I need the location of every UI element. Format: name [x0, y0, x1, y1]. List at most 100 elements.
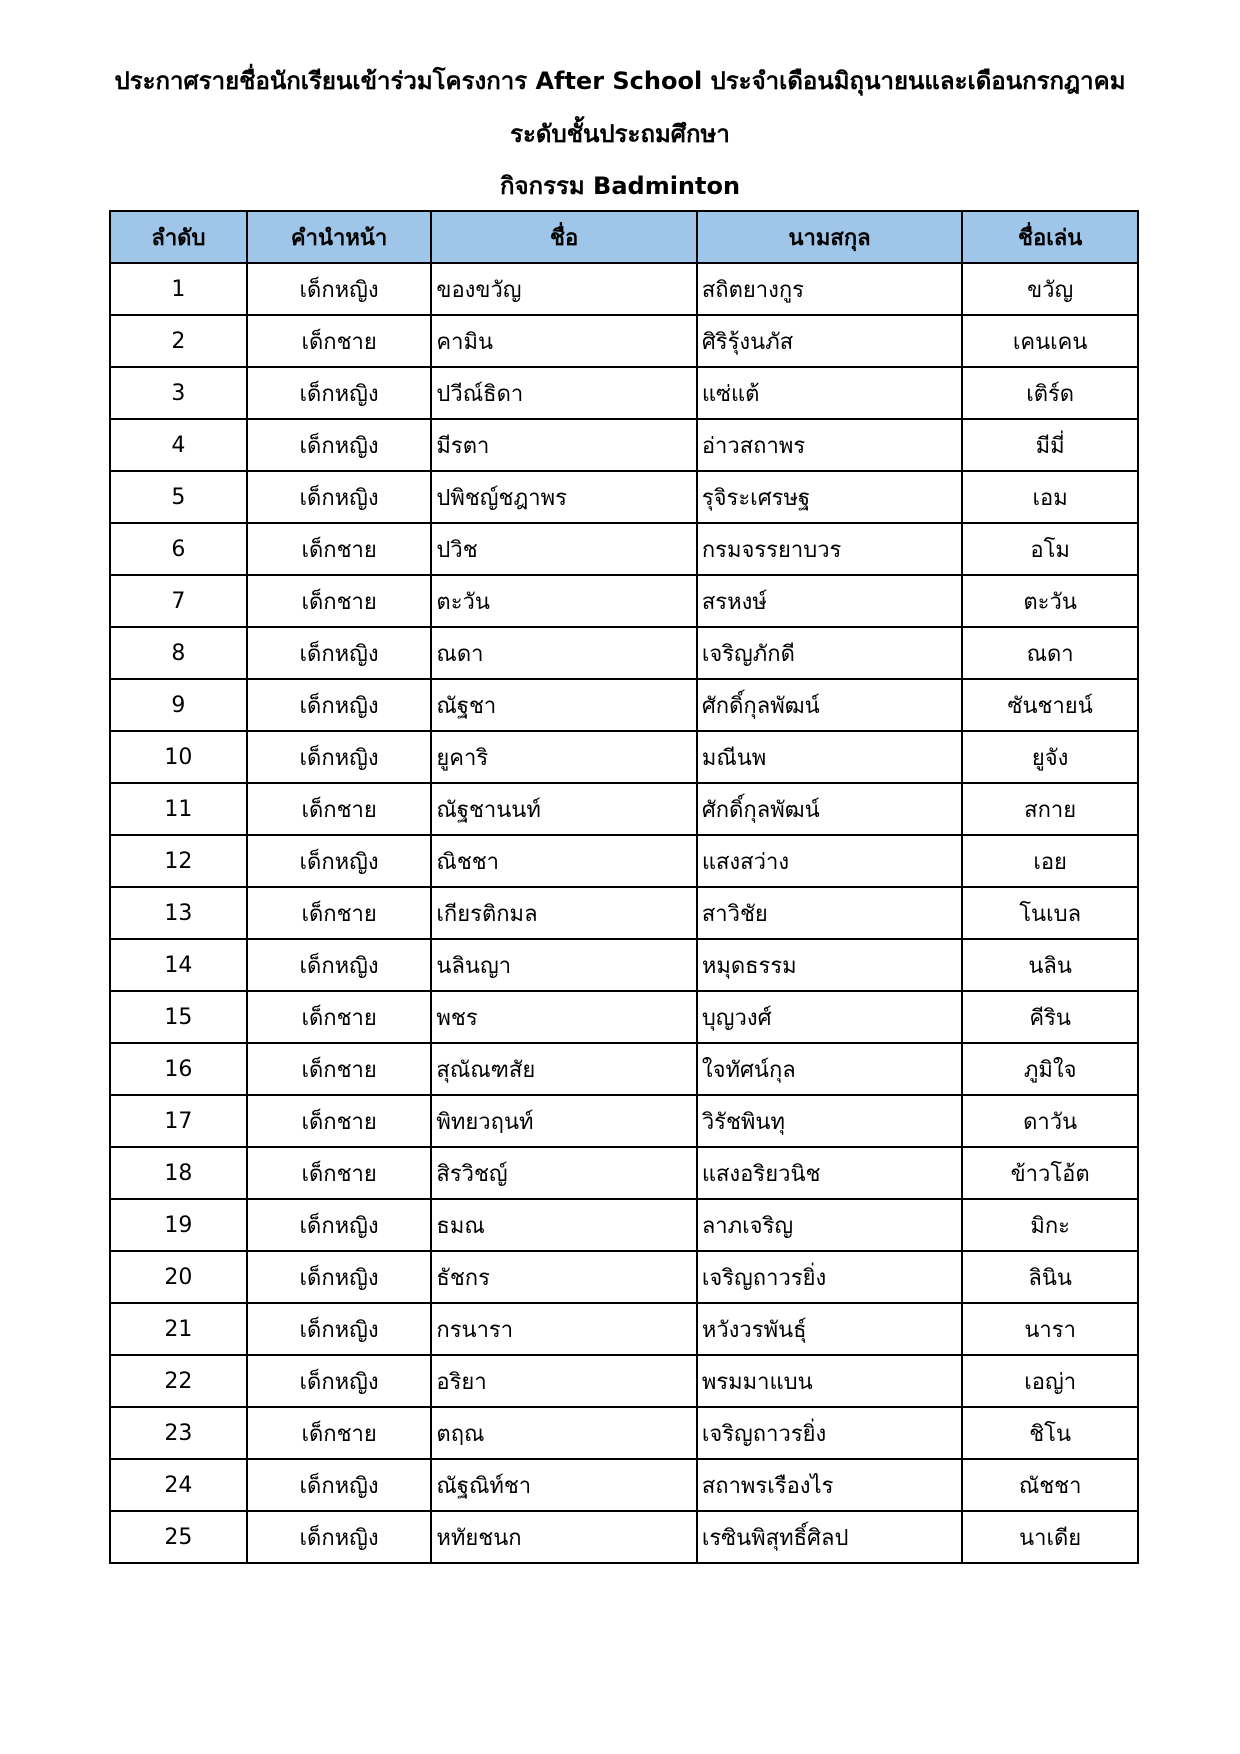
- cell-nickname: เคนเคน: [961, 314, 1139, 368]
- header-last-name: นามสกุล: [695, 210, 964, 264]
- table-row: 9 เด็กหญิง ณัฐชา ศักดิ์กุลพัฒน์ ซันชายน์: [109, 678, 1139, 732]
- cell-prefix: เด็กหญิง: [245, 1250, 433, 1304]
- cell-first-name: พชร: [430, 990, 698, 1044]
- cell-prefix: เด็กชาย: [245, 782, 433, 836]
- cell-first-name: ยูคาริ: [430, 730, 698, 784]
- cell-last-name: วิรัชพินทุ: [695, 1094, 964, 1148]
- cell-prefix: เด็กชาย: [245, 1042, 433, 1096]
- cell-prefix: เด็กชาย: [245, 314, 433, 368]
- cell-nickname: โนเบล: [961, 886, 1139, 940]
- header-nickname: ชื่อเล่น: [961, 210, 1139, 264]
- cell-first-name: ตฤณ: [430, 1406, 698, 1460]
- cell-nickname: ข้าวโอ้ต: [961, 1146, 1139, 1200]
- table-row: 13 เด็กชาย เกียรติกมล สาวิชัย โนเบล: [109, 886, 1139, 940]
- cell-last-name: รุจิระเศรษฐ: [695, 470, 964, 524]
- cell-last-name: สรหงษ์: [695, 574, 964, 628]
- table-row: 3 เด็กหญิง ปวีณ์ธิดา แซ่แต้ เติร์ด: [109, 366, 1139, 420]
- cell-nickname: มีมี่: [961, 418, 1139, 472]
- cell-first-name: ณัฐชานนท์: [430, 782, 698, 836]
- cell-prefix: เด็กชาย: [245, 1094, 433, 1148]
- cell-last-name: เจริญภักดี: [695, 626, 964, 680]
- cell-first-name: สิรวิชญ์: [430, 1146, 698, 1200]
- cell-nickname: สกาย: [961, 782, 1139, 836]
- cell-first-name: ปวิช: [430, 522, 698, 576]
- cell-nickname: เอย: [961, 834, 1139, 888]
- cell-number: 21: [109, 1302, 248, 1356]
- table-row: 19 เด็กหญิง ธมณ ลาภเจริญ มิกะ: [109, 1198, 1139, 1252]
- cell-prefix: เด็กชาย: [245, 522, 433, 576]
- cell-nickname: เอม: [961, 470, 1139, 524]
- cell-first-name: หทัยชนก: [430, 1510, 698, 1564]
- cell-number: 19: [109, 1198, 248, 1252]
- cell-prefix: เด็กหญิง: [245, 418, 433, 472]
- header-prefix: คำนำหน้า: [245, 210, 433, 264]
- cell-prefix: เด็กหญิง: [245, 678, 433, 732]
- cell-first-name: สุณัณฑสัย: [430, 1042, 698, 1096]
- cell-prefix: เด็กชาย: [245, 990, 433, 1044]
- cell-number: 22: [109, 1354, 248, 1408]
- table-row: 22 เด็กหญิง อริยา พรมมาแบน เอญ่า: [109, 1354, 1139, 1408]
- cell-nickname: นารา: [961, 1302, 1139, 1356]
- table-row: 2 เด็กชาย คามิน ศิริรุ้งนภัส เคนเคน: [109, 314, 1139, 368]
- cell-number: 12: [109, 834, 248, 888]
- cell-last-name: สถิตยางกูร: [695, 262, 964, 316]
- cell-first-name: กรนารา: [430, 1302, 698, 1356]
- table-row: 15 เด็กชาย พชร บุญวงศ์ คีริน: [109, 990, 1139, 1044]
- cell-number: 1: [109, 262, 248, 316]
- cell-prefix: เด็กชาย: [245, 1146, 433, 1200]
- cell-last-name: ศักดิ์กุลพัฒน์: [695, 678, 964, 732]
- cell-nickname: อโม: [961, 522, 1139, 576]
- header-first-name: ชื่อ: [430, 210, 698, 264]
- table-row: 20 เด็กหญิง ธัชกร เจริญถาวรยิ่ง ลินิน: [109, 1250, 1139, 1304]
- table-row: 7 เด็กชาย ตะวัน สรหงษ์ ตะวัน: [109, 574, 1139, 628]
- cell-last-name: หมุดธรรม: [695, 938, 964, 992]
- cell-number: 25: [109, 1510, 248, 1564]
- cell-number: 6: [109, 522, 248, 576]
- table-row: 24 เด็กหญิง ณัฐณิท์ชา สถาพรเรืองไร ณัชชา: [109, 1458, 1139, 1512]
- header-number: ลำดับ: [109, 210, 248, 264]
- table-row: 8 เด็กหญิง ณดา เจริญภักดี ณดา: [109, 626, 1139, 680]
- cell-number: 2: [109, 314, 248, 368]
- cell-first-name: ตะวัน: [430, 574, 698, 628]
- cell-last-name: แซ่แต้: [695, 366, 964, 420]
- cell-prefix: เด็กหญิง: [245, 730, 433, 784]
- cell-prefix: เด็กหญิง: [245, 834, 433, 888]
- cell-first-name: ปพิชญ์ชฎาพร: [430, 470, 698, 524]
- page-subtitle-activity: กิจกรรม Badminton: [499, 172, 741, 200]
- cell-prefix: เด็กชาย: [245, 886, 433, 940]
- table-row: 12 เด็กหญิง ณิชชา แสงสว่าง เอย: [109, 834, 1139, 888]
- table-row: 5 เด็กหญิง ปพิชญ์ชฎาพร รุจิระเศรษฐ เอม: [109, 470, 1139, 524]
- cell-last-name: เจริญถาวรยิ่ง: [695, 1250, 964, 1304]
- cell-last-name: แสงสว่าง: [695, 834, 964, 888]
- cell-last-name: ศิริรุ้งนภัส: [695, 314, 964, 368]
- cell-first-name: ณิชชา: [430, 834, 698, 888]
- cell-last-name: พรมมาแบน: [695, 1354, 964, 1408]
- table-row: 16 เด็กชาย สุณัณฑสัย ใจทัศน์กุล ภูมิใจ: [109, 1042, 1139, 1096]
- cell-first-name: อริยา: [430, 1354, 698, 1408]
- page-title: ประกาศรายชื่อนักเรียนเข้าร่วมโครงการ Aft…: [114, 67, 1126, 95]
- cell-number: 13: [109, 886, 248, 940]
- cell-number: 8: [109, 626, 248, 680]
- cell-prefix: เด็กหญิง: [245, 626, 433, 680]
- cell-nickname: นลิน: [961, 938, 1139, 992]
- cell-number: 14: [109, 938, 248, 992]
- cell-last-name: ใจทัศน์กุล: [695, 1042, 964, 1096]
- table-row: 17 เด็กชาย พิทยวฤนท์ วิรัชพินทุ ดาวัน: [109, 1094, 1139, 1148]
- cell-first-name: ณดา: [430, 626, 698, 680]
- cell-last-name: ลาภเจริญ: [695, 1198, 964, 1252]
- cell-nickname: ดาวัน: [961, 1094, 1139, 1148]
- cell-number: 16: [109, 1042, 248, 1096]
- cell-prefix: เด็กหญิง: [245, 1354, 433, 1408]
- cell-nickname: ตะวัน: [961, 574, 1139, 628]
- table-row: 10 เด็กหญิง ยูคาริ มณีนพ ยูจัง: [109, 730, 1139, 784]
- cell-nickname: ซันชายน์: [961, 678, 1139, 732]
- cell-number: 20: [109, 1250, 248, 1304]
- cell-nickname: เติร์ด: [961, 366, 1139, 420]
- cell-number: 3: [109, 366, 248, 420]
- table-row: 14 เด็กหญิง นลินญา หมุดธรรม นลิน: [109, 938, 1139, 992]
- table-row: 21 เด็กหญิง กรนารา หวังวรพันธุ์ นารา: [109, 1302, 1139, 1356]
- cell-nickname: ยูจัง: [961, 730, 1139, 784]
- cell-nickname: ขวัญ: [961, 262, 1139, 316]
- table-row: 6 เด็กชาย ปวิช กรมจรรยาบวร อโม: [109, 522, 1139, 576]
- cell-prefix: เด็กหญิง: [245, 1458, 433, 1512]
